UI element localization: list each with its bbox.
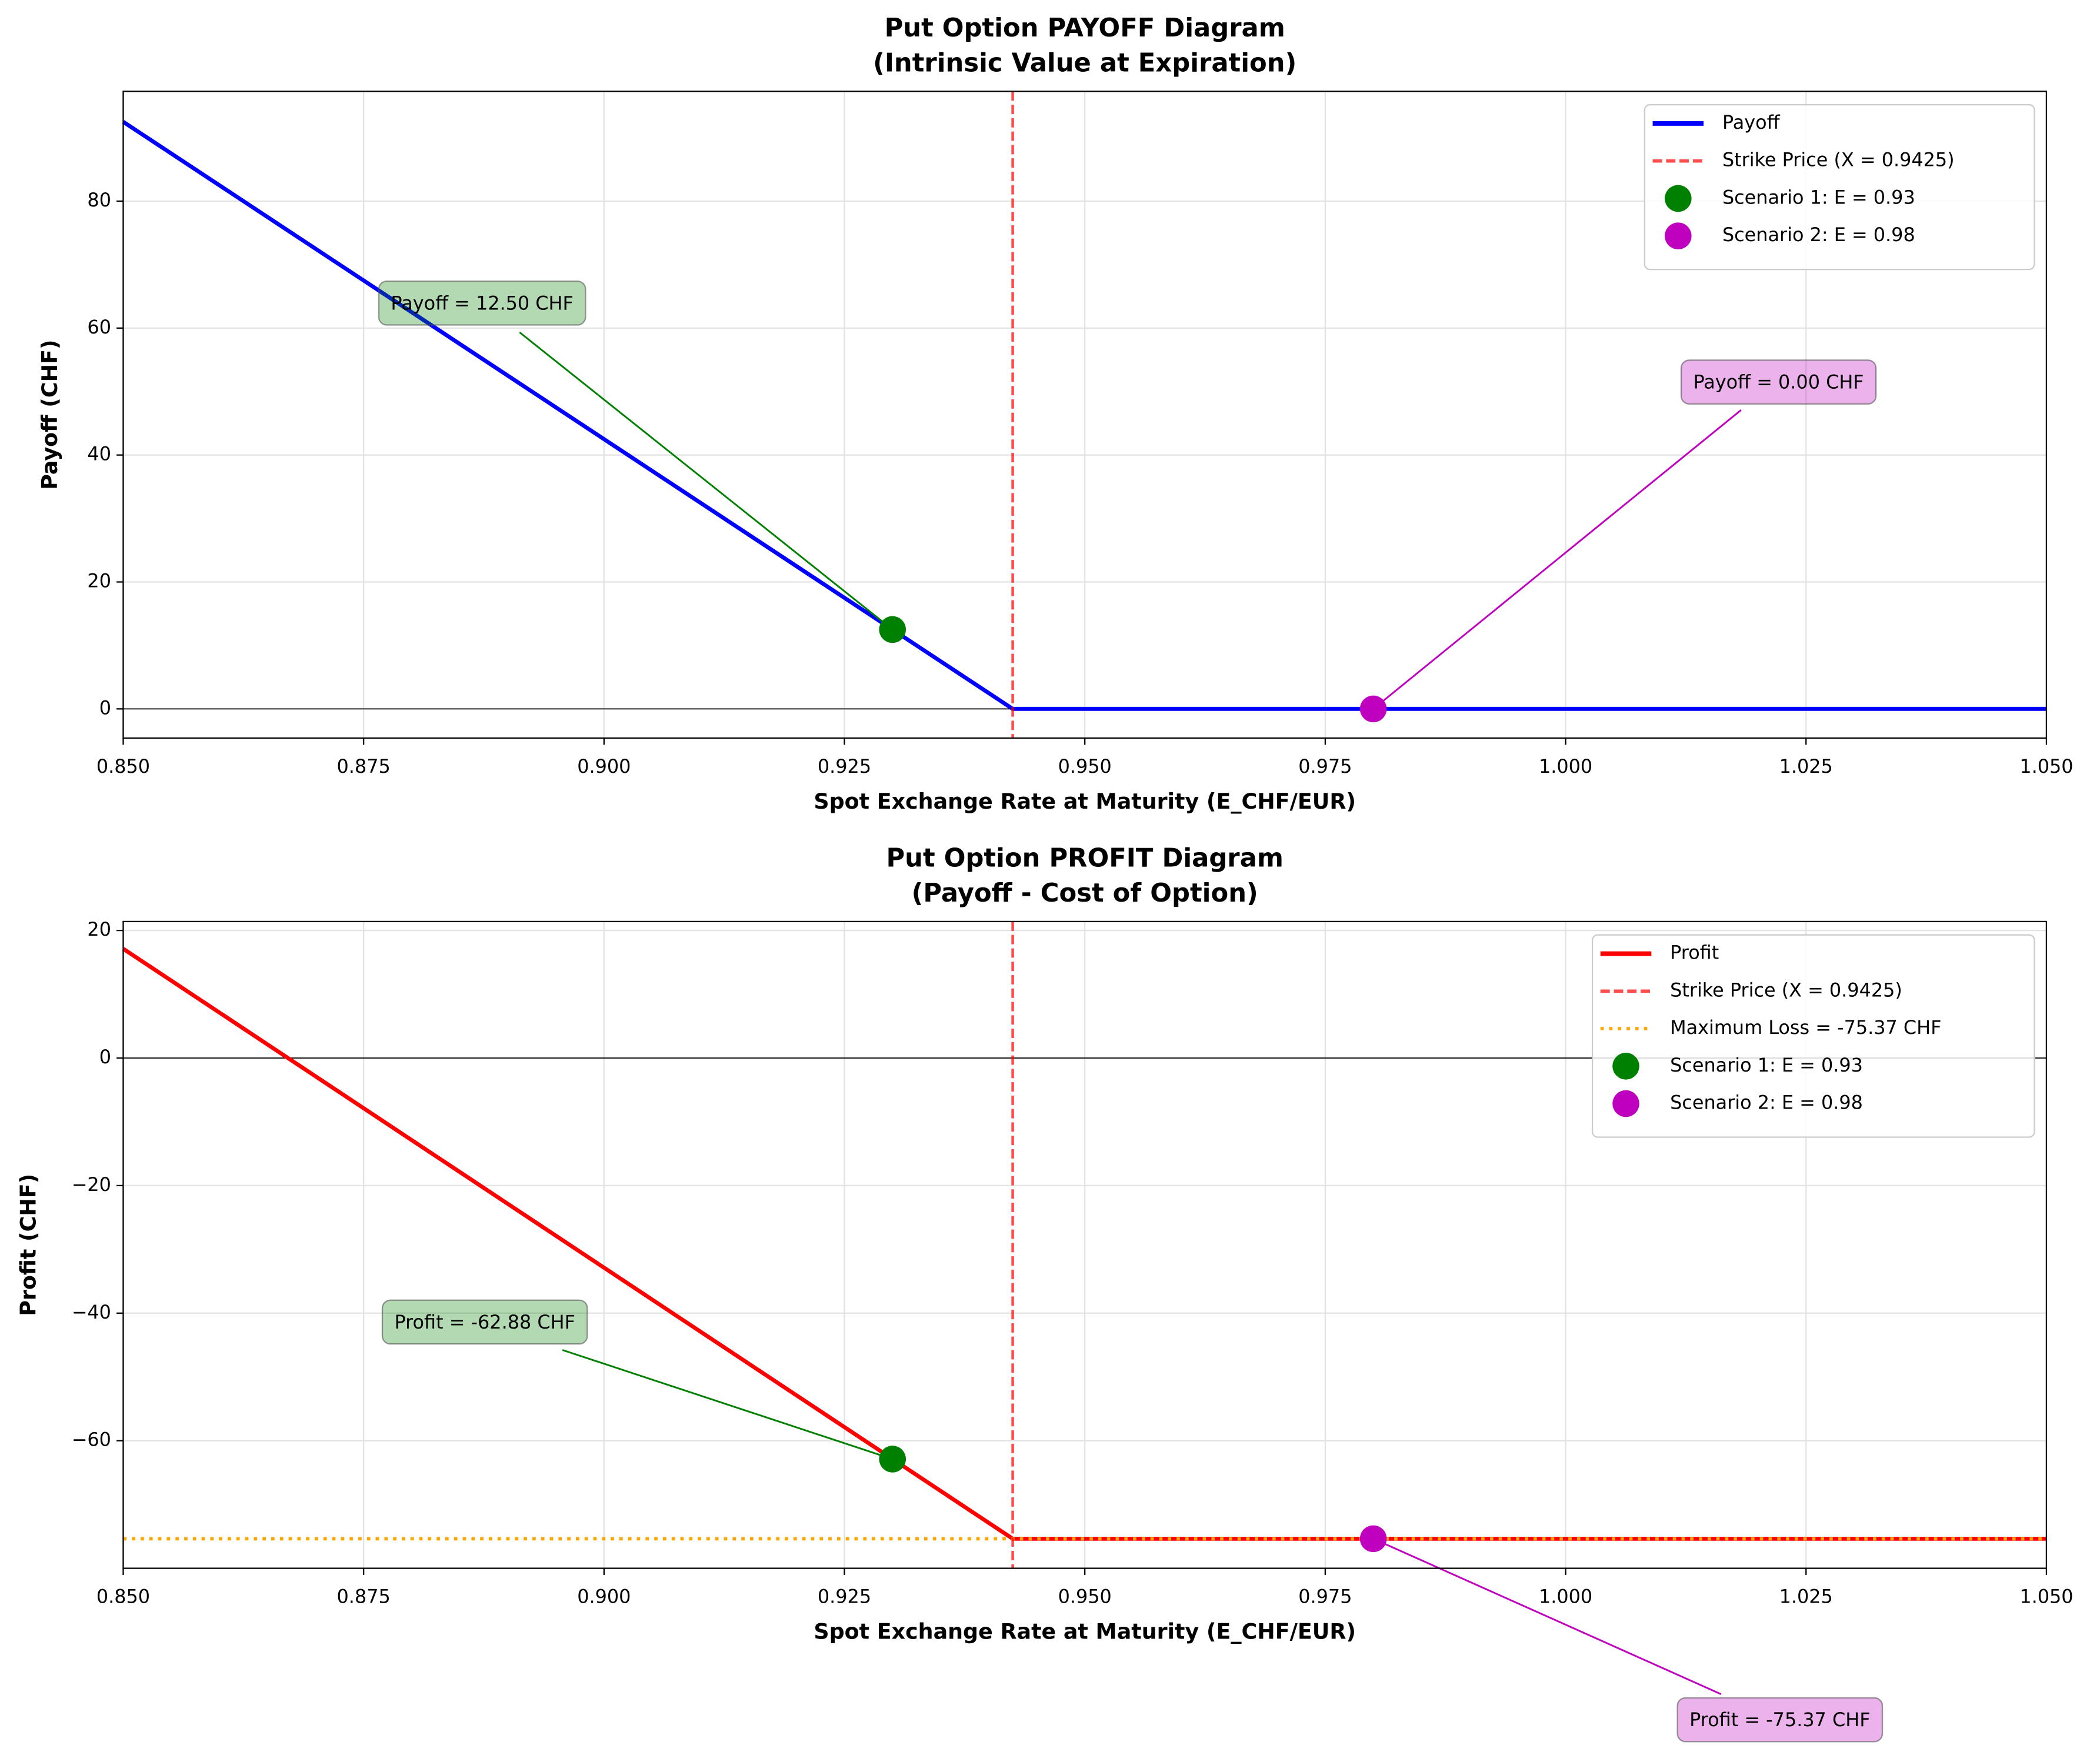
annotation: Profit = -75.37 CHF: [1676, 1697, 1884, 1743]
legend-box: [1591, 934, 2035, 1138]
legend-label: Maximum Loss = -75.37 CHF: [1670, 1016, 1941, 1039]
y-tick-label: −20: [72, 1173, 111, 1196]
chart-title: Put Option PROFIT Diagram: [886, 844, 1283, 873]
x-tick-label: 1.025: [1779, 1586, 1833, 1608]
legend-label: Profit: [1670, 942, 1719, 964]
annotation-label: Payoff = 0.00 CHF: [1693, 371, 1864, 393]
x-tick-label: 1.000: [1539, 755, 1592, 777]
y-tick-label: 0: [99, 696, 111, 719]
x-tick-label: 0.875: [337, 1586, 391, 1608]
x-tick-label: 0.975: [1298, 755, 1352, 777]
y-tick-label: −40: [72, 1301, 111, 1323]
chart-subtitle: (Intrinsic Value at Expiration): [873, 48, 1296, 78]
x-axis-label: Spot Exchange Rate at Maturity (E_CHF/EU…: [814, 1618, 1356, 1644]
annotation-box: [1676, 1697, 1884, 1743]
x-tick-label: 0.900: [577, 1586, 631, 1608]
annotation-arrow: [1372, 409, 1742, 710]
annotation-label: Profit = -75.37 CHF: [1689, 1708, 1870, 1731]
annotation-arrow: [519, 331, 894, 630]
legend-marker: [1665, 222, 1692, 249]
y-tick-label: 20: [87, 570, 111, 592]
legend-box: [1644, 104, 2035, 271]
legend-label: Strike Price (X = 0.9425): [1722, 149, 1955, 171]
x-tick-label: 0.875: [337, 755, 391, 777]
annotation-arrow: [1373, 1538, 1722, 1695]
legend-label: Scenario 2: E = 0.98: [1670, 1092, 1863, 1114]
annotation-label: Profit = -62.88 CHF: [394, 1311, 575, 1333]
y-tick-label: 80: [87, 189, 111, 211]
y-axis-label: Payoff (CHF): [37, 339, 62, 489]
x-tick-label: 0.850: [96, 1586, 150, 1608]
annotation-arrow: [562, 1349, 893, 1460]
annotation-box: [1680, 359, 1877, 405]
x-tick-label: 1.050: [2019, 755, 2073, 777]
legend-label: Scenario 1: E = 0.93: [1670, 1054, 1863, 1076]
x-tick-label: 0.950: [1058, 755, 1112, 777]
x-tick-label: 0.925: [818, 1586, 871, 1608]
legend-marker: [1612, 1090, 1639, 1117]
y-tick-label: 60: [87, 316, 111, 338]
legend-label: Scenario 2: E = 0.98: [1722, 223, 1915, 246]
legend-marker: [1665, 185, 1692, 212]
y-tick-label: 20: [87, 918, 111, 940]
legend-label: Scenario 1: E = 0.93: [1722, 186, 1915, 208]
x-tick-label: 0.900: [577, 755, 631, 777]
annotation: Profit = -62.88 CHF: [381, 1299, 588, 1345]
legend-marker: [1612, 1053, 1639, 1080]
x-tick-label: 1.000: [1539, 1586, 1592, 1608]
x-tick-label: 0.950: [1058, 1586, 1112, 1608]
x-tick-label: 1.025: [1779, 755, 1833, 777]
annotation: Payoff = 0.00 CHF: [1680, 359, 1877, 405]
y-axis-label: Profit (CHF): [16, 1174, 41, 1316]
annotation: Payoff = 12.50 CHF: [378, 280, 586, 326]
annotation-box: [381, 1299, 588, 1345]
axes-frame: [122, 920, 2048, 1569]
legend-label: Payoff: [1722, 111, 1781, 134]
chart-subtitle: (Payoff - Cost of Option): [912, 879, 1258, 908]
y-tick-label: −60: [72, 1429, 111, 1451]
axes-frame: [122, 91, 2048, 739]
x-tick-label: 0.925: [818, 755, 871, 777]
x-axis-label: Spot Exchange Rate at Maturity (E_CHF/EU…: [814, 789, 1356, 814]
chart-title: Put Option PAYOFF Diagram: [885, 14, 1285, 43]
annotation-label: Payoff = 12.50 CHF: [391, 292, 573, 314]
annotation-box: [378, 280, 586, 326]
legend-label: Strike Price (X = 0.9425): [1670, 979, 1902, 1001]
x-tick-label: 0.975: [1298, 1586, 1352, 1608]
y-tick-label: 40: [87, 443, 111, 465]
x-tick-label: 1.050: [2019, 1586, 2073, 1608]
y-tick-label: 0: [99, 1046, 111, 1068]
x-tick-label: 0.850: [96, 755, 150, 777]
